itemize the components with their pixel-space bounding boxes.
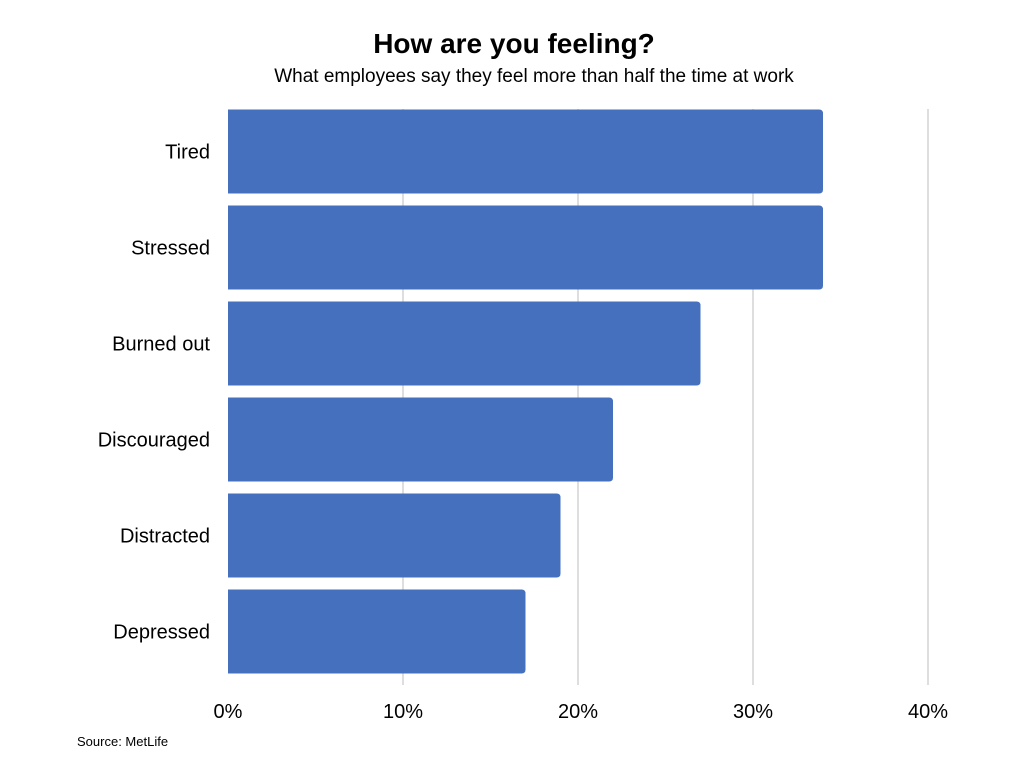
chart-subtitle: What employees say they feel more than h… xyxy=(274,66,794,87)
bar-burned-out xyxy=(228,301,701,386)
grid-lines xyxy=(402,109,929,685)
category-label: Depressed xyxy=(113,622,210,644)
category-label: Distracted xyxy=(120,526,210,548)
bar-stressed xyxy=(228,205,823,290)
x-tick-label: 20% xyxy=(558,701,598,723)
category-labels: Tired Stressed Burned out Discouraged Distra… xyxy=(98,142,211,644)
bar-depressed xyxy=(228,589,526,674)
bar-distracted xyxy=(228,493,561,578)
bars xyxy=(228,109,823,674)
chart-title: How are you feeling? xyxy=(373,28,655,59)
category-label: Burned out xyxy=(112,334,210,356)
x-axis-ticks: 0% 10% 20% 30% 40% xyxy=(214,701,949,723)
bar-discouraged xyxy=(228,397,613,482)
x-tick-label: 40% xyxy=(908,701,948,723)
category-label: Discouraged xyxy=(98,430,210,452)
source-note: Source: MetLife xyxy=(77,734,169,749)
bar-tired xyxy=(228,109,823,194)
x-tick-label: 10% xyxy=(383,701,423,723)
x-tick-label: 30% xyxy=(733,701,773,723)
category-label: Stressed xyxy=(131,238,210,260)
category-label: Tired xyxy=(165,142,210,164)
x-tick-label: 0% xyxy=(214,701,243,723)
